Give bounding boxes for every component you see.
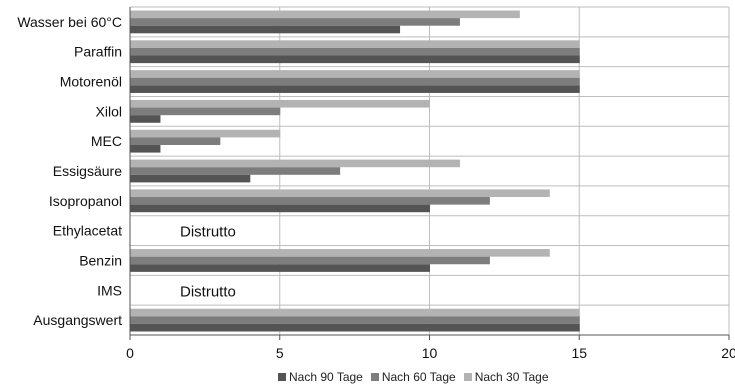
category-label: Wasser bei 60°C — [17, 14, 122, 30]
bar — [130, 99, 430, 108]
bar — [130, 323, 580, 332]
annotation-label: Distrutto — [180, 224, 236, 241]
bar — [130, 316, 580, 324]
bar — [130, 167, 341, 175]
x-tick-label: 20 — [721, 345, 735, 361]
annotation-label: Distrutto — [180, 283, 236, 300]
legend-item-60: Nach 60 Tage — [370, 370, 456, 384]
annotations: Distrutto Distrutto — [180, 224, 236, 301]
bar — [130, 308, 580, 317]
bar — [130, 174, 251, 183]
category-label: Isopropanol — [49, 193, 122, 209]
bar — [130, 197, 490, 205]
legend-swatch-30 — [463, 373, 472, 381]
bar — [130, 40, 580, 48]
legend-label-60: Nach 60 Tage — [381, 370, 456, 384]
bar — [130, 77, 580, 86]
bar — [130, 189, 550, 198]
bar — [130, 25, 401, 34]
bar — [130, 264, 430, 272]
category-label: Ausgangswert — [33, 312, 122, 328]
bar — [130, 249, 550, 257]
legend-label-30: Nach 30 Tage — [474, 370, 549, 384]
legend-item-90: Nach 90 Tage — [278, 370, 363, 384]
x-tick-label: 5 — [276, 345, 284, 361]
bar — [130, 55, 580, 64]
bar — [130, 137, 221, 145]
legend-item-30: Nach 30 Tage — [463, 370, 549, 384]
x-tick-label: 0 — [126, 345, 134, 361]
category-label: Ethylacetat — [53, 223, 122, 239]
category-label: Paraffin — [74, 44, 122, 60]
category-labels: Wasser bei 60°C Paraffin Motorenöl Xilol MEC… — [17, 14, 122, 328]
category-label: MEC — [91, 133, 122, 149]
bar — [130, 256, 490, 265]
x-tick-label: 10 — [422, 345, 438, 361]
bar — [130, 107, 281, 116]
bar — [130, 10, 520, 19]
bar — [130, 159, 460, 168]
legend-swatch-90 — [278, 373, 286, 381]
x-tick-labels: 0 5 10 15 20 — [126, 345, 735, 361]
x-tick-label: 15 — [571, 345, 587, 361]
category-label: Benzin — [79, 252, 122, 268]
bar — [130, 115, 161, 123]
legend-label-90: Nach 90 Tage — [289, 370, 363, 384]
bars — [130, 10, 580, 332]
category-label: Essigsäure — [53, 163, 122, 179]
category-label: Xilol — [96, 103, 122, 119]
legend-swatch-60 — [370, 373, 379, 381]
bar — [130, 129, 281, 138]
category-label: Motorenöl — [60, 74, 122, 90]
bar — [130, 18, 460, 26]
bar — [130, 144, 161, 153]
category-label: IMS — [97, 282, 122, 298]
legend: Nach 90 Tage Nach 60 Tage Nach 30 Tage — [278, 370, 549, 384]
bar — [130, 204, 430, 213]
bar — [130, 85, 580, 93]
bar — [130, 47, 580, 56]
bar — [130, 70, 580, 78]
